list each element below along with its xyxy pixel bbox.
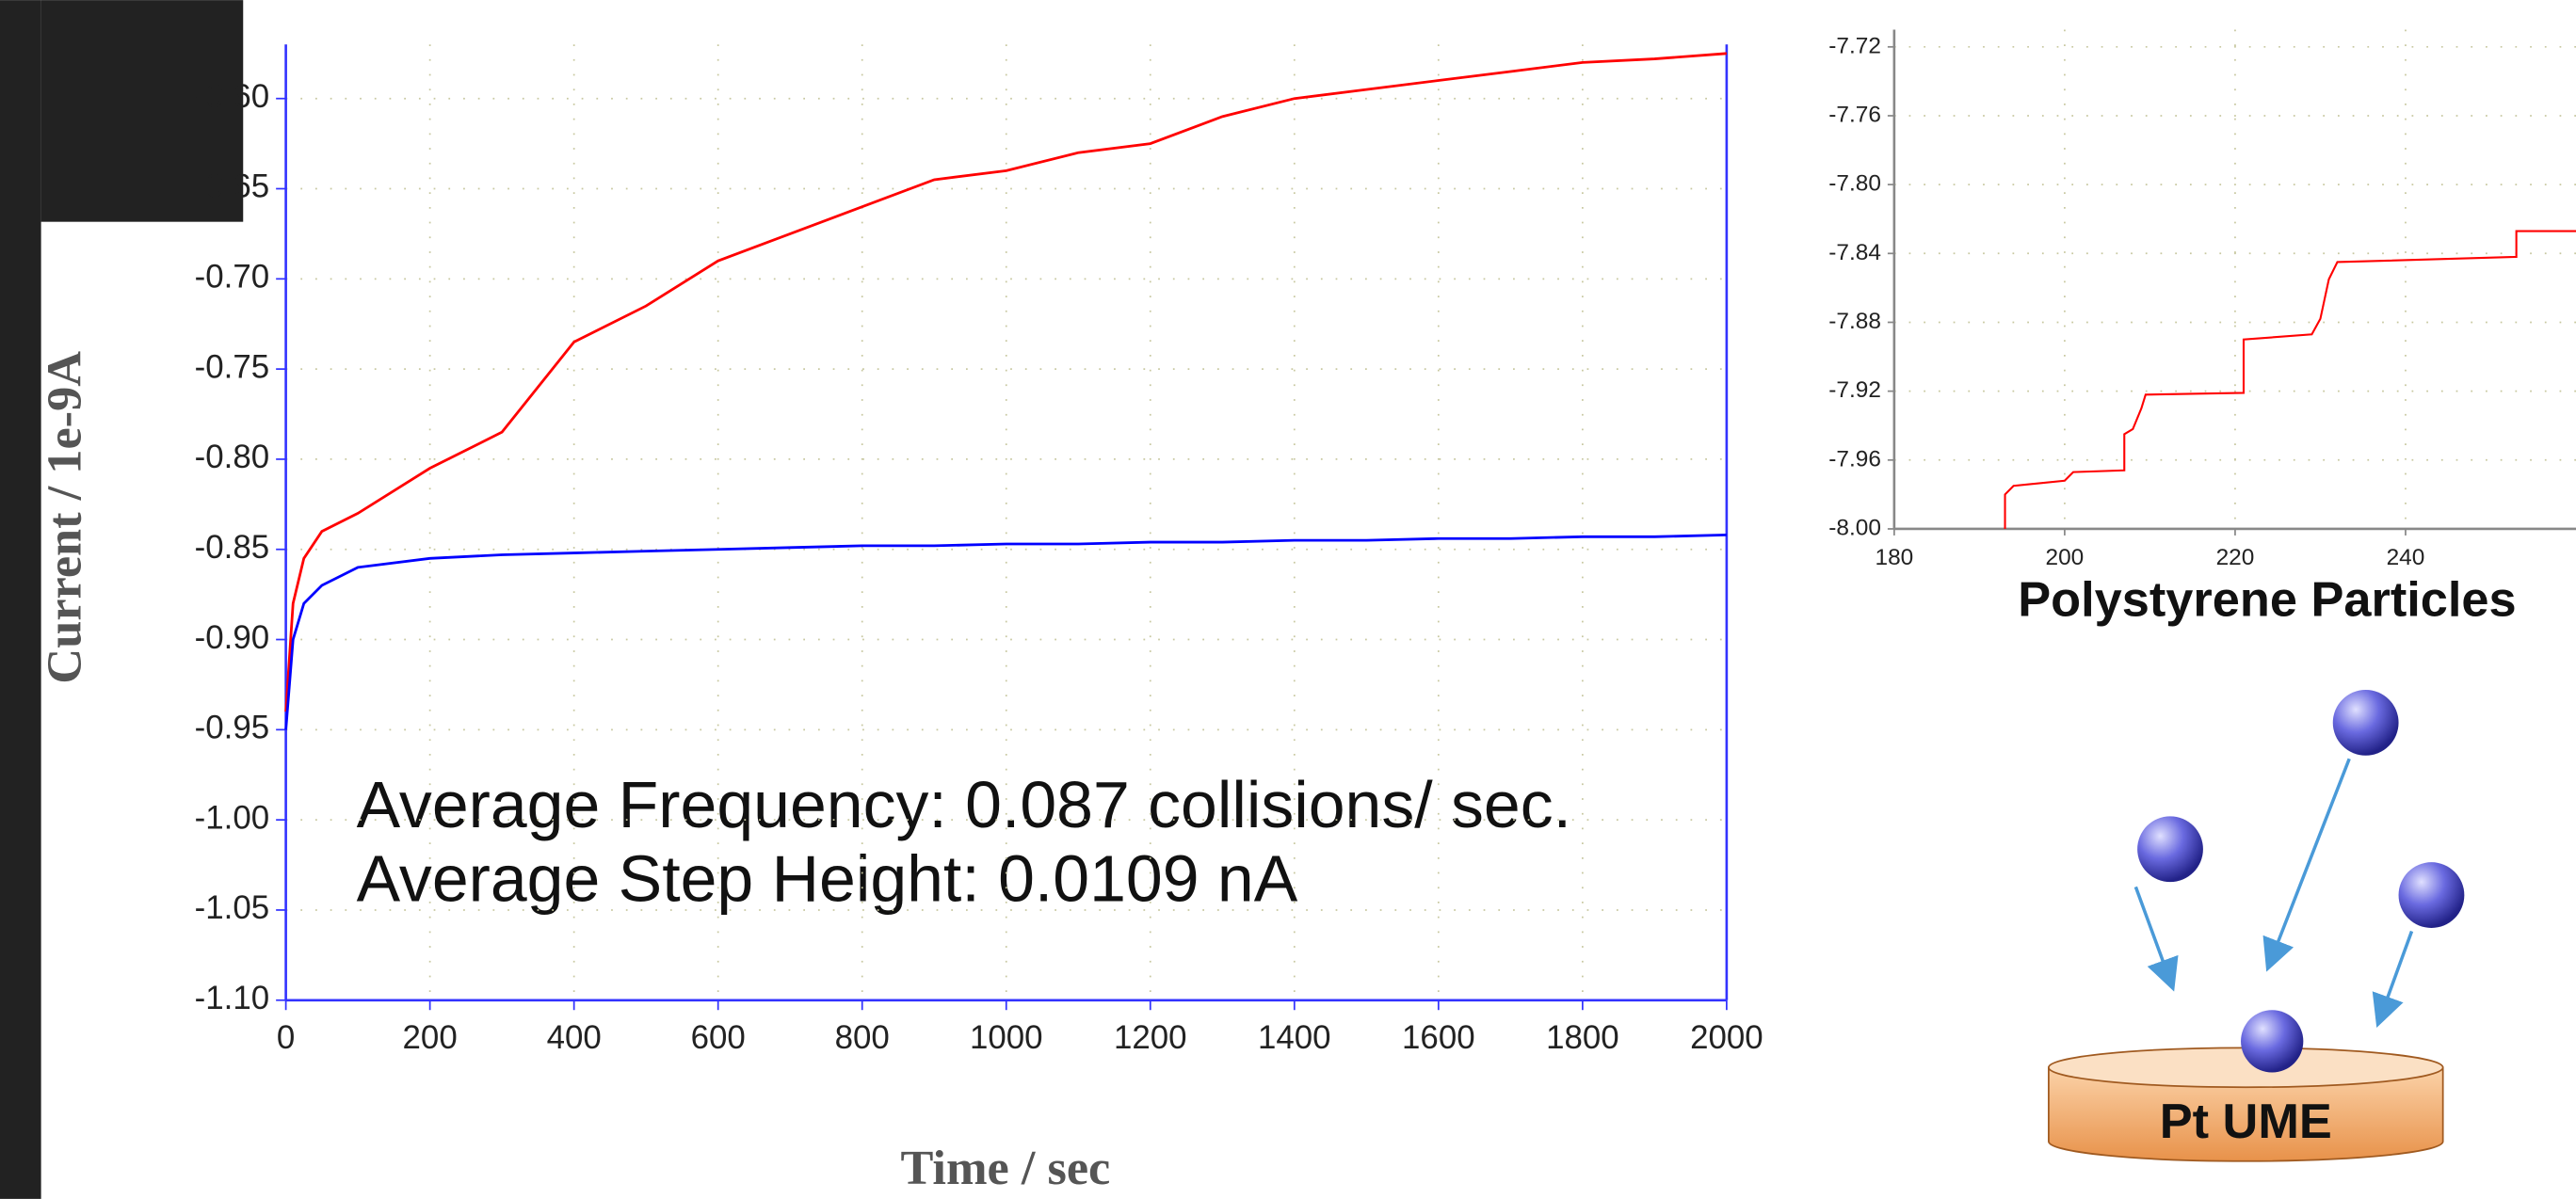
diagram: Polystyrene Particles Pt UME [2018, 572, 2517, 1162]
y-tick-label: -0.65 [195, 168, 270, 205]
arrow [2262, 758, 2351, 972]
y-tick-label: -7.96 [1828, 446, 1881, 472]
particle [2398, 862, 2465, 928]
data-line [284, 534, 1727, 730]
x-axis-label: Time / sec [900, 1141, 1110, 1195]
y-tick-label: -0.75 [195, 348, 270, 385]
annotation: Average Frequency: 0.087 collisions/ sec… [357, 768, 1571, 841]
x-tick-label: 400 [547, 1019, 602, 1056]
x-tick-label: 180 [1876, 545, 1914, 570]
y-tick-label: -7.92 [1828, 377, 1881, 403]
y-tick-label: -0.70 [195, 259, 270, 296]
y-tick-label: -8.00 [1828, 515, 1881, 540]
x-tick-label: 200 [403, 1019, 458, 1056]
x-tick-label: 220 [2216, 545, 2255, 570]
top-left-block [40, 0, 244, 222]
y-axis-label: Current / 1e-9A [37, 351, 91, 684]
y-tick-label: -7.84 [1828, 240, 1881, 265]
y-tick-label: -0.90 [195, 619, 270, 656]
particle [2137, 816, 2203, 883]
y-tick-label: -7.88 [1828, 309, 1881, 334]
y-tick-label: -7.76 [1828, 102, 1881, 127]
y-tick-label: -1.05 [195, 889, 270, 926]
diagram-title: Polystyrene Particles [2018, 572, 2516, 627]
arrow [2133, 886, 2179, 992]
particle [2241, 1010, 2304, 1073]
x-tick-label: 1400 [1258, 1019, 1331, 1056]
data-line [284, 52, 1727, 712]
arrow [2372, 930, 2414, 1028]
y-tick-label: -1.10 [195, 980, 270, 1016]
x-tick-label: 2000 [1690, 1019, 1763, 1056]
x-tick-label: 800 [835, 1019, 890, 1056]
x-tick-label: 200 [2046, 545, 2085, 570]
electrode-body [2048, 1066, 2444, 1162]
x-tick-label: 1200 [1114, 1019, 1187, 1056]
y-tick-label: -7.72 [1828, 33, 1881, 58]
y-tick-label: -0.80 [195, 439, 270, 475]
y-tick-label: -0.85 [195, 529, 270, 566]
x-tick-label: 0 [277, 1019, 295, 1056]
y-tick-label: -0.95 [195, 710, 270, 746]
x-tick-label: 1800 [1546, 1019, 1619, 1056]
y-tick-label: -7.80 [1828, 171, 1881, 197]
particle [2332, 689, 2399, 756]
x-tick-label: 1600 [1402, 1019, 1475, 1056]
annotation: Average Step Height: 0.0109 nA [357, 841, 1298, 915]
left-strip [0, 0, 41, 1199]
y-tick-label: -1.00 [195, 799, 270, 836]
y-tick-label: -0.60 [195, 78, 270, 115]
x-tick-label: 600 [691, 1019, 746, 1056]
x-tick-label: 240 [2387, 545, 2425, 570]
electrode-label: Pt UME [2160, 1095, 2332, 1149]
x-tick-label: 1000 [970, 1019, 1043, 1056]
data-line [2004, 230, 2576, 529]
